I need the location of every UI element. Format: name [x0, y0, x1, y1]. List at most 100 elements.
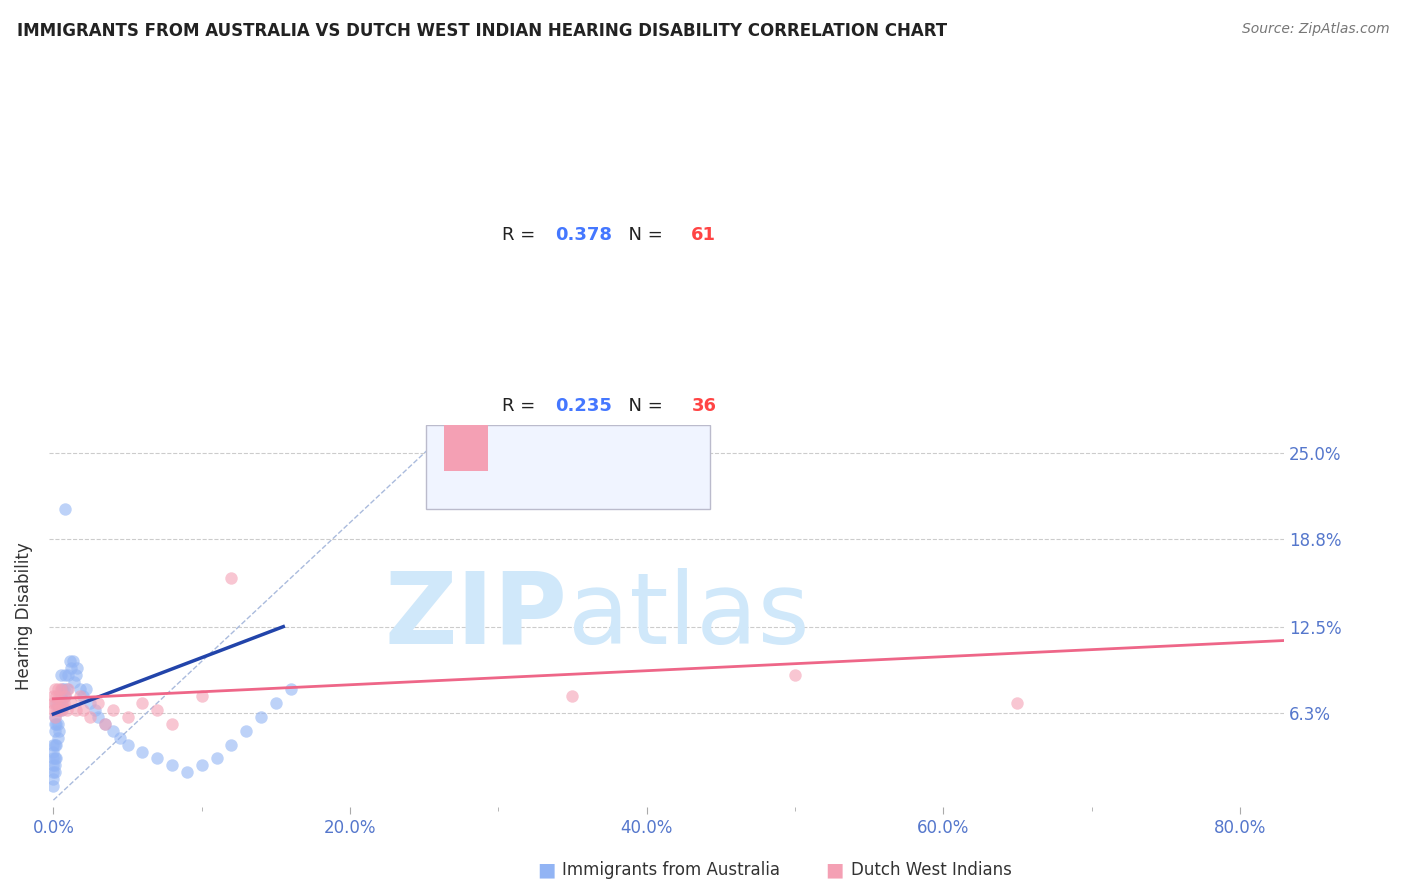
Text: 0.235: 0.235	[555, 397, 613, 416]
Text: N =: N =	[617, 397, 669, 416]
Point	[60, 661, 83, 675]
Point	[42, 758, 65, 772]
Point	[44, 738, 66, 752]
Point	[69, 689, 91, 703]
Point	[561, 689, 583, 703]
Point	[44, 758, 66, 772]
Point	[44, 710, 66, 724]
Point	[72, 689, 94, 703]
Point	[44, 682, 66, 697]
Point	[65, 703, 87, 717]
Point	[46, 703, 69, 717]
Point	[75, 682, 97, 697]
Point	[49, 696, 72, 710]
Point	[53, 501, 76, 516]
Point	[49, 668, 72, 682]
Text: ■: ■	[825, 860, 844, 880]
Point	[58, 668, 80, 682]
Point	[42, 696, 65, 710]
Point	[46, 696, 69, 710]
Point	[46, 682, 69, 697]
Point	[42, 765, 65, 780]
Point	[94, 716, 117, 731]
Point	[44, 710, 66, 724]
Point	[46, 716, 69, 731]
Point	[160, 716, 183, 731]
Point	[1007, 696, 1029, 710]
Point	[49, 689, 72, 703]
Point	[146, 751, 169, 765]
Point	[87, 696, 110, 710]
Point	[42, 751, 65, 765]
Text: Dutch West Indians: Dutch West Indians	[851, 861, 1011, 879]
Point	[48, 696, 70, 710]
Point	[176, 765, 198, 780]
Point	[60, 696, 83, 710]
Point	[52, 696, 75, 710]
Point	[53, 689, 76, 703]
Polygon shape	[444, 349, 488, 471]
Point	[44, 696, 66, 710]
Point	[45, 696, 67, 710]
Polygon shape	[444, 185, 488, 300]
Text: 0.378: 0.378	[555, 226, 613, 244]
Point	[55, 682, 77, 697]
Point	[79, 696, 101, 710]
Point	[55, 703, 77, 717]
Point	[101, 723, 124, 738]
Point	[46, 731, 69, 745]
Point	[65, 668, 87, 682]
Point	[221, 571, 243, 585]
Text: IMMIGRANTS FROM AUSTRALIA VS DUTCH WEST INDIAN HEARING DISABILITY CORRELATION CH: IMMIGRANTS FROM AUSTRALIA VS DUTCH WEST …	[17, 22, 948, 40]
Point	[42, 745, 65, 759]
Text: Immigrants from Australia: Immigrants from Australia	[562, 861, 780, 879]
Point	[264, 696, 287, 710]
Text: R =: R =	[502, 397, 541, 416]
Point	[49, 682, 72, 697]
Polygon shape	[426, 425, 710, 509]
Point	[117, 710, 139, 724]
Point	[59, 654, 82, 668]
Point	[51, 703, 73, 717]
Point	[53, 689, 76, 703]
Point	[45, 716, 67, 731]
Point	[44, 723, 66, 738]
Point	[44, 751, 66, 765]
Text: R =: R =	[502, 226, 541, 244]
Point	[94, 716, 117, 731]
Point	[48, 723, 70, 738]
Point	[49, 703, 72, 717]
Point	[53, 668, 76, 682]
Text: atlas: atlas	[568, 567, 810, 665]
Point	[44, 765, 66, 780]
Point	[108, 731, 131, 745]
Point	[48, 689, 70, 703]
Point	[42, 703, 65, 717]
Point	[45, 751, 67, 765]
Point	[160, 758, 183, 772]
Point	[131, 696, 153, 710]
Point	[42, 779, 65, 793]
Point	[72, 703, 94, 717]
Point	[45, 703, 67, 717]
Point	[51, 682, 73, 697]
Point	[45, 738, 67, 752]
Point	[62, 654, 84, 668]
Point	[101, 703, 124, 717]
Point	[131, 745, 153, 759]
Point	[69, 682, 91, 697]
Point	[280, 682, 302, 697]
Point	[235, 723, 257, 738]
Point	[84, 703, 107, 717]
Point	[58, 682, 80, 697]
Point	[42, 689, 65, 703]
Text: N =: N =	[617, 226, 669, 244]
Point	[42, 738, 65, 752]
Point	[783, 668, 806, 682]
Point	[117, 738, 139, 752]
Point	[42, 772, 65, 787]
Point	[52, 682, 75, 697]
Text: ■: ■	[537, 860, 555, 880]
Point	[190, 689, 212, 703]
Point	[79, 710, 101, 724]
